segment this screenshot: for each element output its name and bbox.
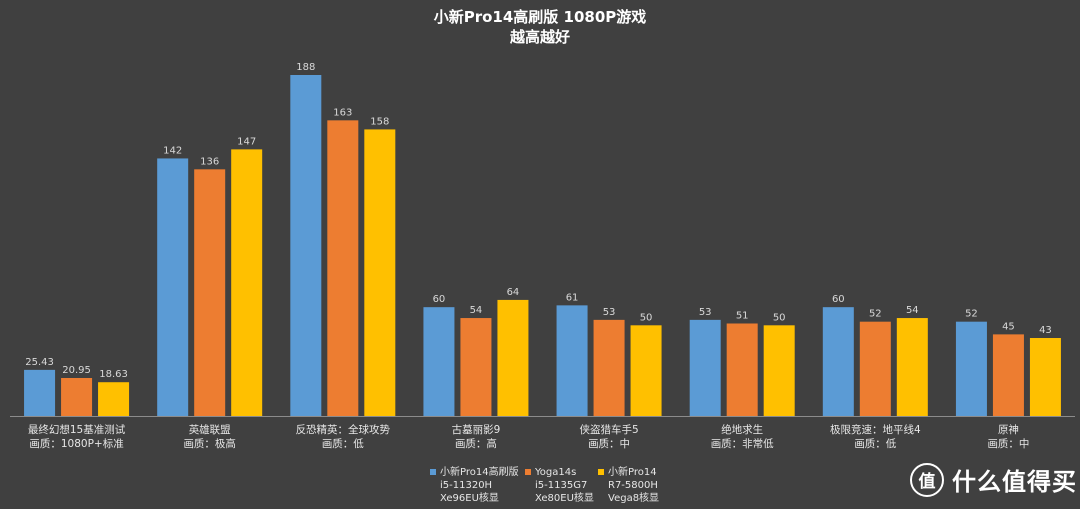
chart-subtitle: 越高越好 [509, 28, 570, 46]
data-label: 53 [603, 307, 616, 318]
category-label: 侠盗猎车手5 [579, 423, 638, 436]
bar [497, 299, 529, 416]
data-label: 54 [906, 305, 919, 316]
bar [327, 120, 359, 417]
legend-item-series-1: 小新Pro14高刷版 i5-11320H Xe96EU核显 [430, 466, 519, 505]
legend-series-name: 小新Pro14 [608, 467, 657, 478]
bar [423, 307, 455, 416]
legend-series-detail: Vega8核显 [608, 493, 660, 504]
legend-swatch [430, 469, 436, 475]
bar [630, 325, 662, 416]
category-label: 原神 [998, 423, 1019, 436]
category-label: 画质：中 [588, 437, 630, 450]
data-label: 25.43 [25, 357, 54, 368]
bar [726, 323, 758, 416]
legend-swatch [525, 469, 531, 475]
bar [460, 318, 492, 416]
bar [157, 158, 189, 417]
data-label: 52 [869, 309, 882, 320]
legend-series-detail: Xe80EU核显 [535, 493, 594, 504]
bar [364, 129, 396, 416]
legend-item-series-2: Yoga14s i5-1135G7 Xe80EU核显 [525, 466, 594, 505]
category-label: 反恐精英：全球攻势 [296, 423, 391, 436]
data-label: 147 [237, 136, 256, 147]
bar [896, 318, 928, 416]
category-label: 画质：中 [987, 437, 1029, 450]
data-label: 43 [1039, 325, 1052, 336]
bar [556, 305, 588, 416]
bar [593, 319, 625, 416]
bar [61, 378, 93, 416]
category-label: 英雄联盟 [189, 423, 231, 436]
bar [290, 75, 322, 416]
legend-item-series-3: 小新Pro14 R7-5800H Vega8核显 [598, 466, 659, 505]
bar [859, 321, 891, 416]
legend-swatch [598, 469, 604, 475]
watermark-text: 什么值得买 [952, 468, 1077, 496]
category-label: 画质：低 [854, 437, 896, 450]
bar [992, 334, 1024, 416]
watermark-logo: 值 什么值得买 [910, 462, 1077, 497]
data-label: 51 [736, 310, 749, 321]
data-label: 142 [163, 145, 182, 156]
category-label: 画质：1080P+标准 [29, 438, 123, 450]
data-label: 64 [507, 287, 520, 298]
bar [955, 321, 987, 416]
data-label: 50 [773, 312, 786, 323]
category-label: 画质：低 [322, 437, 364, 450]
category-label: 画质：极高 [183, 437, 236, 450]
data-label: 188 [296, 62, 315, 73]
watermark-badge: 值 [910, 462, 944, 497]
data-label: 53 [699, 307, 712, 318]
category-label: 最终幻想15基准测试 [28, 423, 126, 436]
data-label: 18.63 [99, 369, 128, 380]
data-label: 60 [433, 294, 446, 305]
data-label: 45 [1002, 321, 1015, 332]
category-label: 极限竞速：地平线4 [830, 423, 921, 436]
data-label: 136 [200, 156, 219, 167]
data-label: 52 [965, 309, 978, 320]
category-label: 画质：高 [455, 437, 497, 450]
data-label: 60 [832, 294, 845, 305]
legend-series-name: 小新Pro14高刷版 [440, 467, 519, 478]
legend-series-detail: R7-5800H [608, 480, 658, 491]
legend-series-name: Yoga14s [535, 467, 577, 478]
category-label: 古墓丽影9 [452, 423, 501, 436]
bar [194, 169, 226, 416]
data-label: 163 [333, 107, 352, 118]
legend-series-detail: i5-11320H [440, 480, 493, 491]
data-label: 61 [566, 292, 579, 303]
bar [24, 369, 56, 416]
data-label: 158 [370, 116, 389, 127]
bar [1029, 338, 1061, 416]
bar [98, 382, 130, 416]
bar [822, 307, 854, 416]
data-label: 54 [470, 305, 483, 316]
data-label: 50 [640, 312, 653, 323]
bar [689, 319, 721, 416]
legend-series-detail: Xe96EU核显 [440, 493, 499, 504]
bar [231, 149, 263, 417]
bar [763, 325, 795, 416]
category-label: 画质：非常低 [711, 437, 774, 450]
chart-title: 小新Pro14高刷版 1080P游戏 [433, 8, 647, 26]
data-label: 20.95 [62, 365, 91, 376]
legend-series-detail: i5-1135G7 [535, 480, 588, 491]
category-label: 绝地求生 [721, 423, 763, 436]
